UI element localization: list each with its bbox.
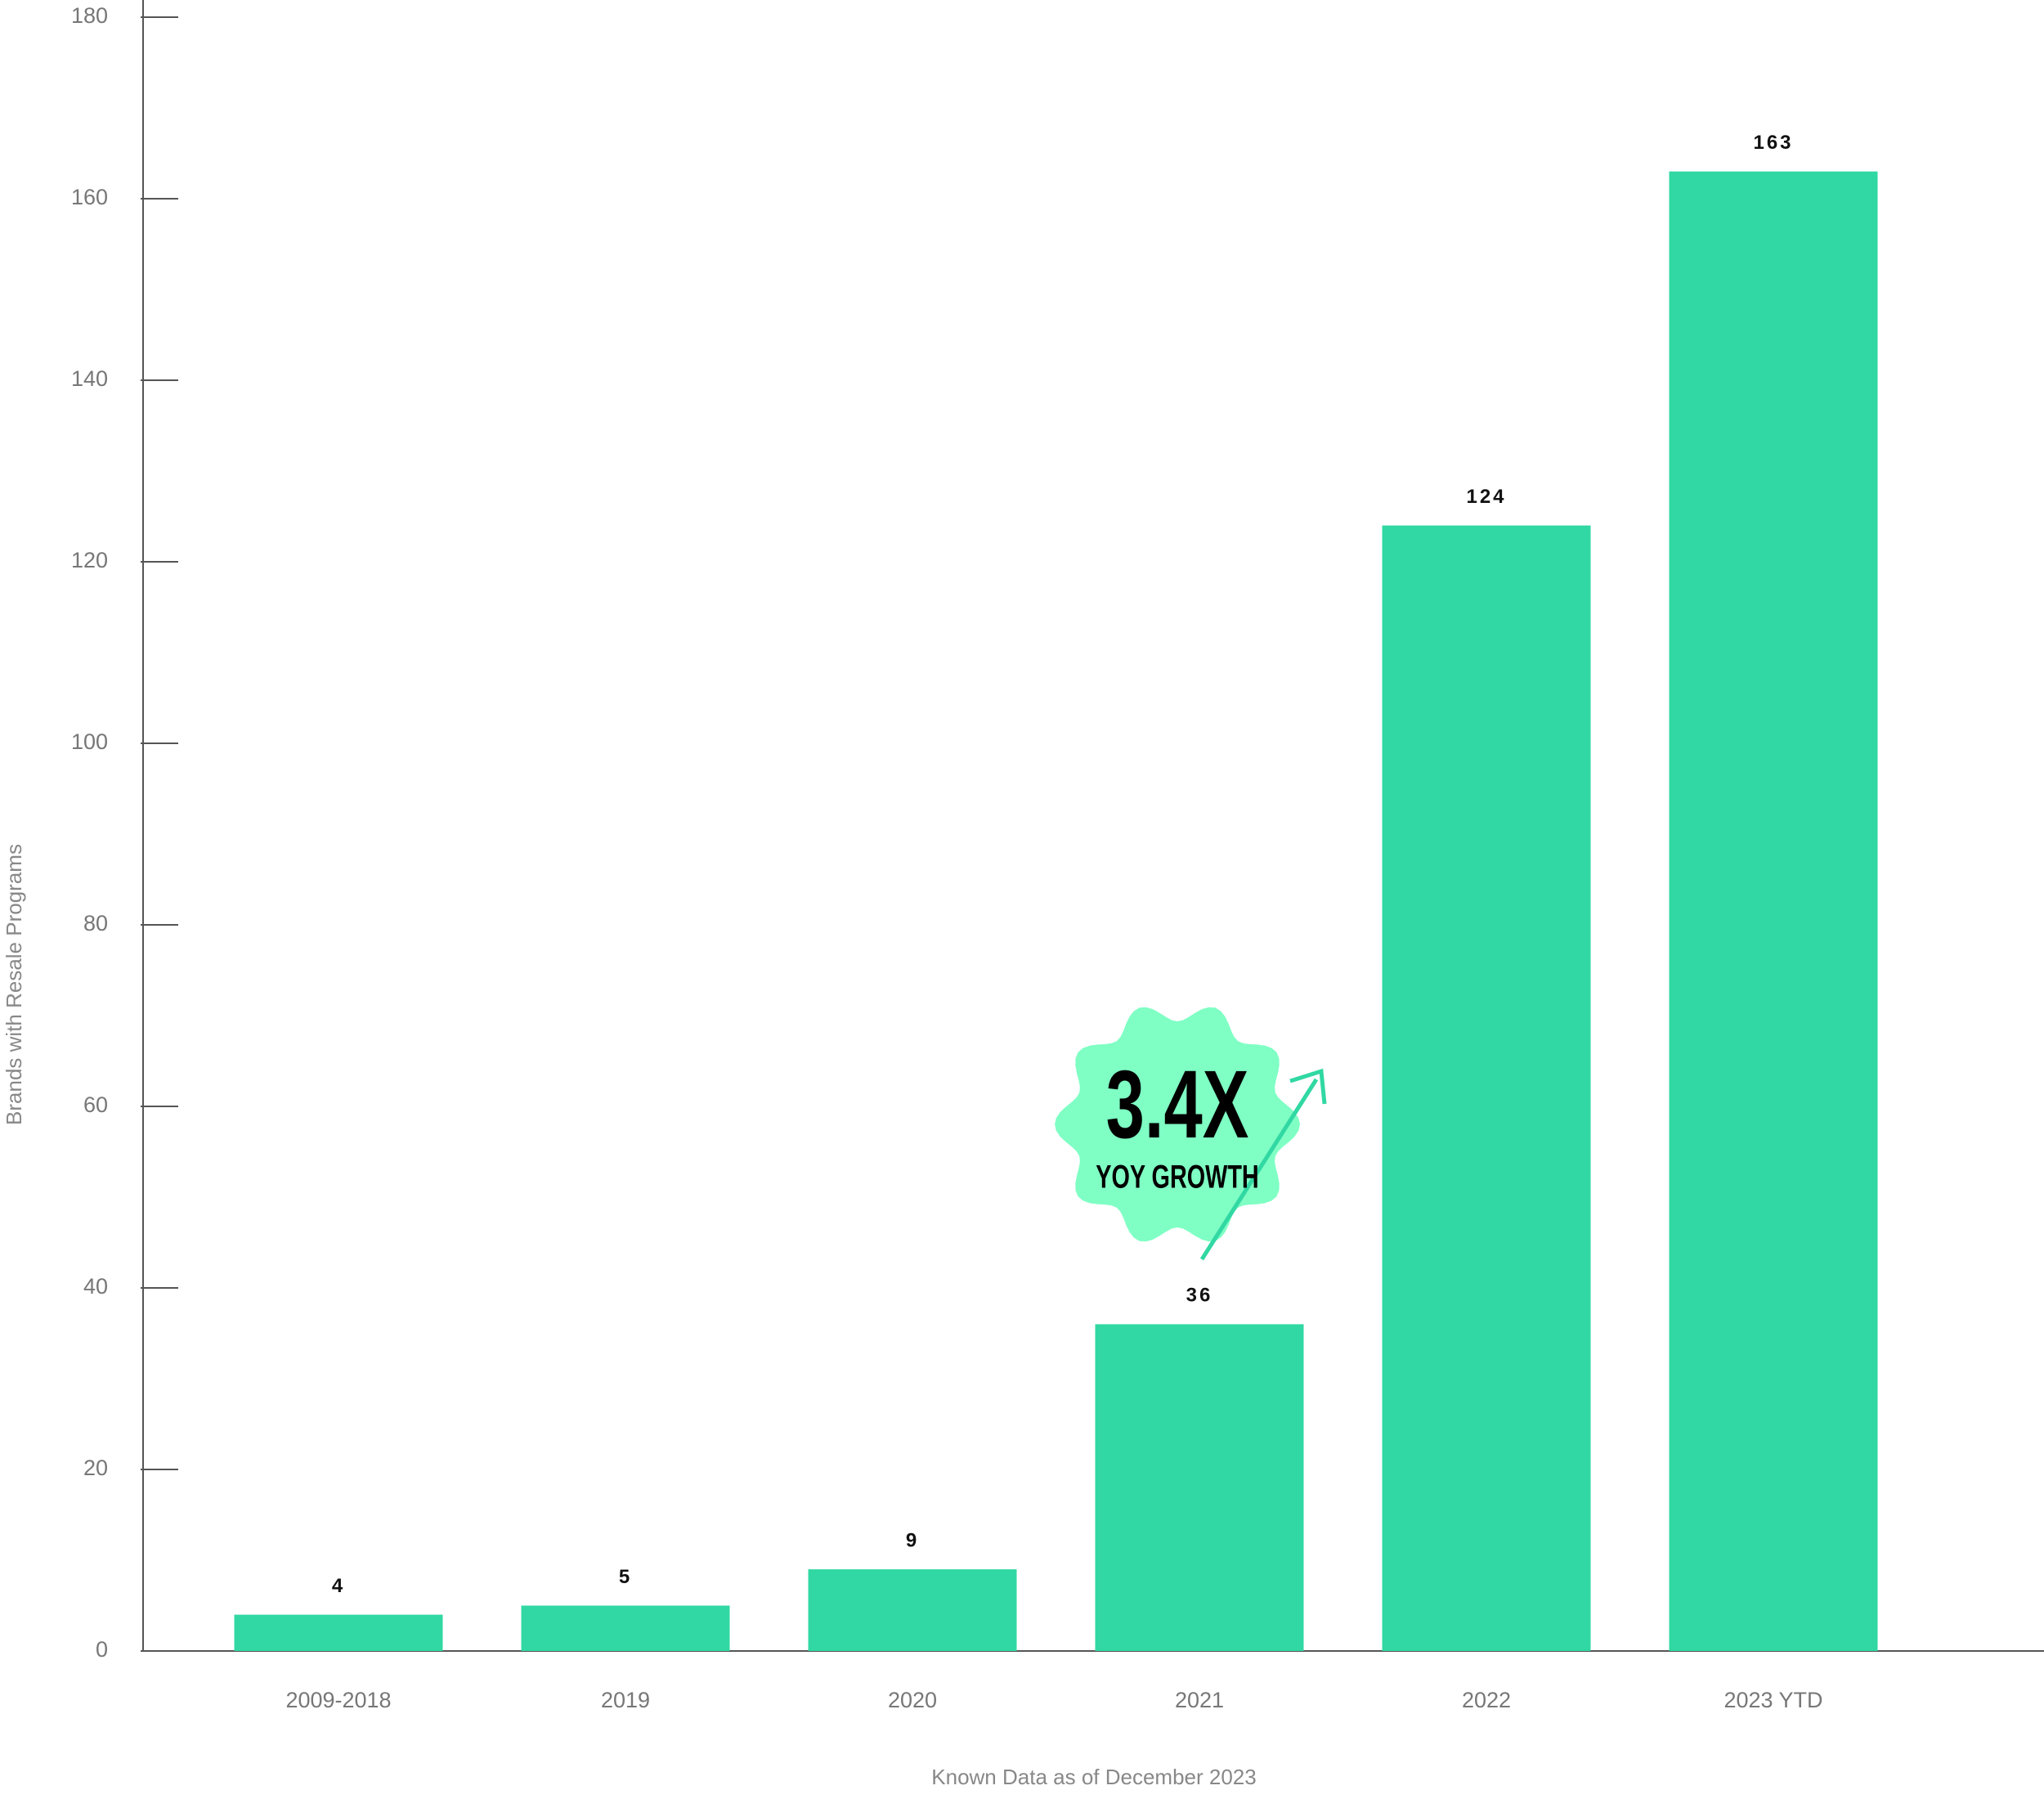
y-axis-title: Brands with Resale Programs: [2, 844, 26, 1125]
value-label: 9: [906, 1529, 919, 1551]
y-tick-label: 0: [96, 1637, 108, 1662]
bar: [234, 1614, 443, 1651]
x-tick-label: 2009-2018: [285, 1688, 391, 1712]
y-tick-label: 140: [71, 366, 108, 391]
starburst: [1055, 1007, 1300, 1242]
growth-badge: 3.4X YOY GROWTH: [1055, 1007, 1327, 1261]
value-label: 124: [1466, 486, 1506, 508]
x-axis-title: Known Data as of December 2023: [931, 1765, 1256, 1789]
bar: [1382, 525, 1591, 1651]
x-tick-label: 2022: [1462, 1688, 1511, 1712]
value-label: 36: [1186, 1285, 1213, 1307]
value-label: 5: [619, 1566, 632, 1588]
annotation-small: YOY GROWTH: [1096, 1159, 1258, 1196]
x-tick-label: 2020: [888, 1688, 937, 1712]
annotation-big: 3.4X: [1106, 1050, 1249, 1158]
y-tick-label: 60: [83, 1092, 108, 1117]
y-tick-label: 120: [71, 548, 108, 572]
y-tick-label: 80: [83, 911, 108, 935]
x-tick-label: 2019: [601, 1688, 650, 1712]
bar: [521, 1605, 730, 1651]
x-tick-label: 2023 YTD: [1724, 1688, 1822, 1712]
value-label: 4: [332, 1575, 345, 1597]
y-tick-label: 20: [83, 1456, 108, 1480]
bar: [808, 1569, 1017, 1651]
value-label: 163: [1753, 132, 1793, 154]
y-tick-label: 40: [83, 1274, 108, 1299]
y-tick-label: 160: [71, 185, 108, 209]
growth-arrow: [1199, 1078, 1319, 1261]
arrow-head: [1289, 1068, 1327, 1105]
bar: [1669, 171, 1878, 1652]
y-tick-label: 100: [71, 729, 108, 754]
bar: [1095, 1324, 1304, 1651]
y-tick-label: 180: [71, 3, 108, 28]
x-tick-label: 2021: [1175, 1688, 1224, 1712]
